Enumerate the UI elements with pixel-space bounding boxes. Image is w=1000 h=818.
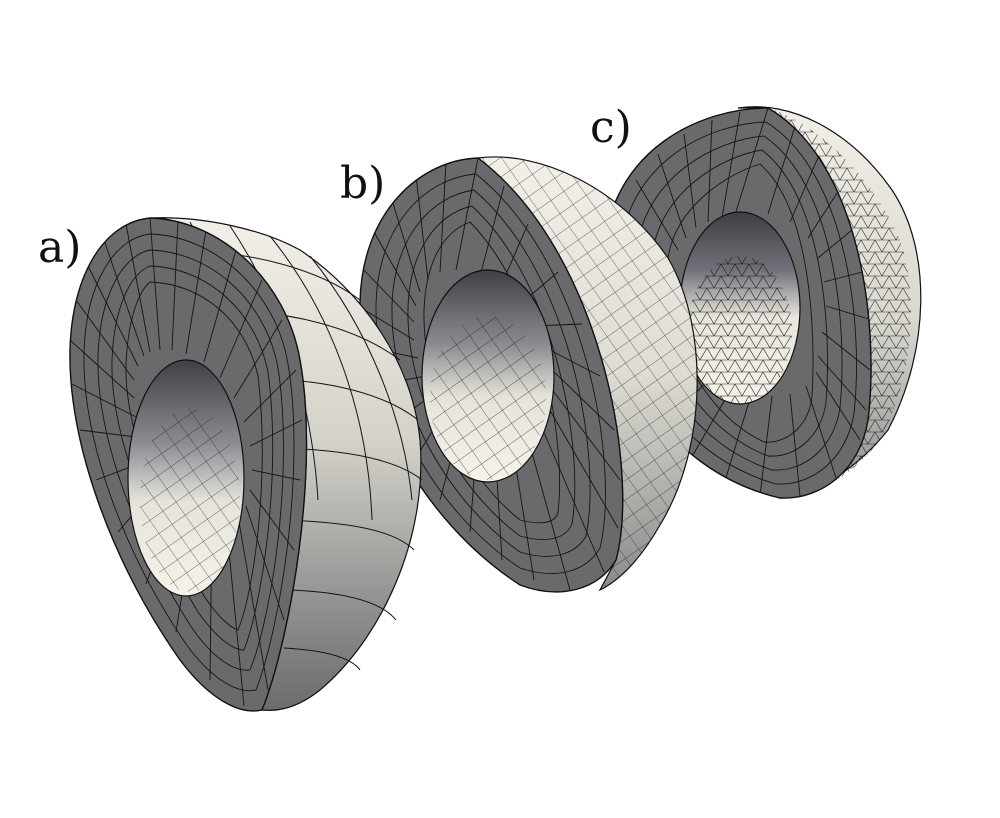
panel-label-b: b) [340,158,385,209]
mesh-a [69,217,423,712]
panel-label-a: a) [38,222,81,273]
panel-label-c: c) [590,102,632,153]
mesh-b [359,156,698,593]
